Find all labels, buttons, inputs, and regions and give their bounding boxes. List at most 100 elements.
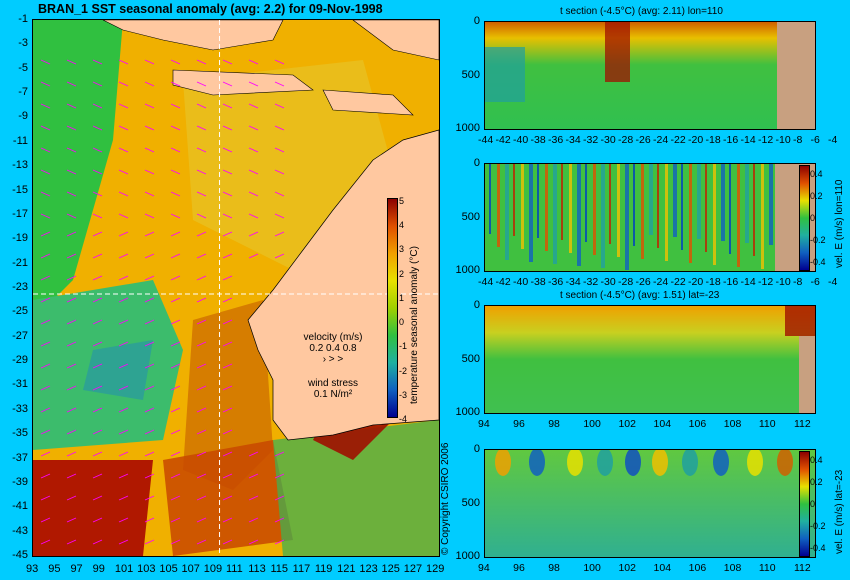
wind-arrow: [118, 319, 129, 325]
map-lat-tick: -39: [12, 475, 28, 488]
panel-3-x-tick: 98: [548, 418, 560, 430]
wind-arrow: [222, 429, 233, 435]
wind-arrow: [274, 125, 285, 131]
velocity-stripe: [753, 164, 755, 256]
panel-4-canvas: [485, 450, 815, 557]
map-lat-tick: -33: [12, 402, 28, 415]
wind-arrow: [196, 169, 207, 175]
panel-3-canvas: [485, 306, 815, 413]
velocity-colorbar-tick: 0.2: [810, 477, 823, 487]
velocity-stripe: [657, 164, 659, 248]
velocity-stripe: [721, 164, 725, 241]
wind-arrow: [66, 341, 77, 347]
panel-2-y-tick: 1000: [455, 264, 480, 276]
wind-arrow: [248, 213, 259, 219]
sst-colorbar-tick: -1: [399, 341, 408, 352]
wind-arrow: [222, 147, 233, 153]
wind-arrow: [144, 495, 155, 501]
wind-arrow: [92, 385, 103, 391]
wind-arrow: [222, 539, 233, 545]
sst-colorbar-tick: 4: [399, 220, 405, 231]
wind-arrow: [144, 341, 155, 347]
wind-arrow: [196, 125, 207, 131]
wind-arrow: [248, 539, 259, 545]
wind-arrow: [170, 231, 181, 237]
wind-arrow: [144, 169, 155, 175]
wind-arrow: [92, 231, 103, 237]
wind-arrow: [92, 539, 103, 545]
wind-arrow: [118, 191, 129, 197]
panel-1-x-tick: -12: [758, 134, 774, 146]
velocity-stripe: [537, 164, 539, 238]
panel-2-colorbar-label: vel. E (m/s) lon=110: [834, 179, 845, 268]
wind-arrow: [40, 385, 51, 391]
panel-4-colorbar: [799, 451, 810, 557]
panel-4-x-tick: 96: [513, 562, 525, 574]
wind-stress-arrows: [40, 59, 285, 545]
velocity-blob: [777, 450, 793, 476]
wind-arrow: [170, 495, 181, 501]
velocity-blob: [597, 450, 613, 476]
wind-arrow: [222, 169, 233, 175]
panel-4-velocity-section-lat23: [484, 449, 816, 558]
panel-3-temp-section-lat23: [484, 305, 816, 414]
panel-2-x-tick: -40: [513, 276, 529, 288]
wind-arrow: [144, 297, 155, 303]
wind-arrow: [196, 429, 207, 435]
wind-arrow: [222, 81, 233, 87]
panel-1-x-tick: -8: [793, 134, 803, 146]
map-lat-tick: -13: [12, 159, 28, 172]
map-lon-tick: 101: [114, 563, 134, 575]
velocity-colorbar-tick: -0.2: [810, 235, 826, 245]
panel-4-x-tick: 102: [618, 562, 636, 574]
velocity-stripe: [745, 164, 749, 243]
panel-3-x-tick: 108: [723, 418, 742, 430]
panel-3-x-tick: 102: [618, 418, 636, 430]
wind-arrow: [66, 253, 77, 259]
panel-3-x-tick: 112: [794, 418, 811, 430]
map-lat-tick: -11: [12, 134, 28, 147]
panel-1-temp-section-lon110: [484, 21, 816, 130]
wind-arrow: [196, 517, 207, 523]
panel-2-x-tick: -34: [565, 276, 581, 288]
velocity-stripe: [681, 164, 683, 250]
map-lat-tick: -17: [12, 207, 28, 220]
map-lat-tick: -25: [12, 305, 28, 318]
panel-1-x-tick: -4: [828, 134, 838, 146]
wind-arrow: [170, 429, 181, 435]
panel-1-x-tick: -40: [513, 134, 529, 146]
wind-arrow: [66, 429, 77, 435]
wind-arrow: [40, 495, 51, 501]
wind-arrow: [170, 517, 181, 523]
velocity-stripe: [585, 164, 587, 242]
velocity-stripe: [625, 164, 629, 270]
map-lat-tick: -19: [12, 232, 28, 245]
wind-arrow: [144, 213, 155, 219]
wind-arrow: [196, 385, 207, 391]
map-lat-tick: -35: [12, 427, 28, 440]
map-lat-tick: -5: [18, 61, 28, 74]
panel-3-y-ticks: 0 500 1000: [446, 299, 482, 418]
map-lon-tick: 99: [92, 563, 105, 575]
wind-arrow: [274, 81, 285, 87]
panel-3-x-tick: 104: [653, 418, 672, 430]
velocity-blob: [682, 450, 698, 476]
wind-arrow: [92, 253, 103, 259]
wind-arrow: [144, 147, 155, 153]
wind-arrow: [248, 59, 259, 65]
wind-arrow: [222, 385, 233, 391]
wind-arrow: [274, 147, 285, 153]
velocity-colorbar-tick: 0: [810, 499, 816, 509]
wind-arrow: [40, 429, 51, 435]
velocity-stripe: [545, 164, 548, 251]
sst-colorbar-tick: 5: [399, 196, 405, 206]
panel-2-x-tick: -14: [740, 276, 756, 288]
wind-arrow: [222, 191, 233, 197]
panel-2-stripes: [489, 164, 773, 270]
map-lat-tick: -31: [12, 378, 28, 391]
wind-arrow: [92, 125, 103, 131]
wind-arrow: [118, 539, 129, 545]
velocity-blob: [495, 450, 511, 476]
wind-arrow: [196, 213, 207, 219]
velocity-stripe: [673, 164, 677, 237]
